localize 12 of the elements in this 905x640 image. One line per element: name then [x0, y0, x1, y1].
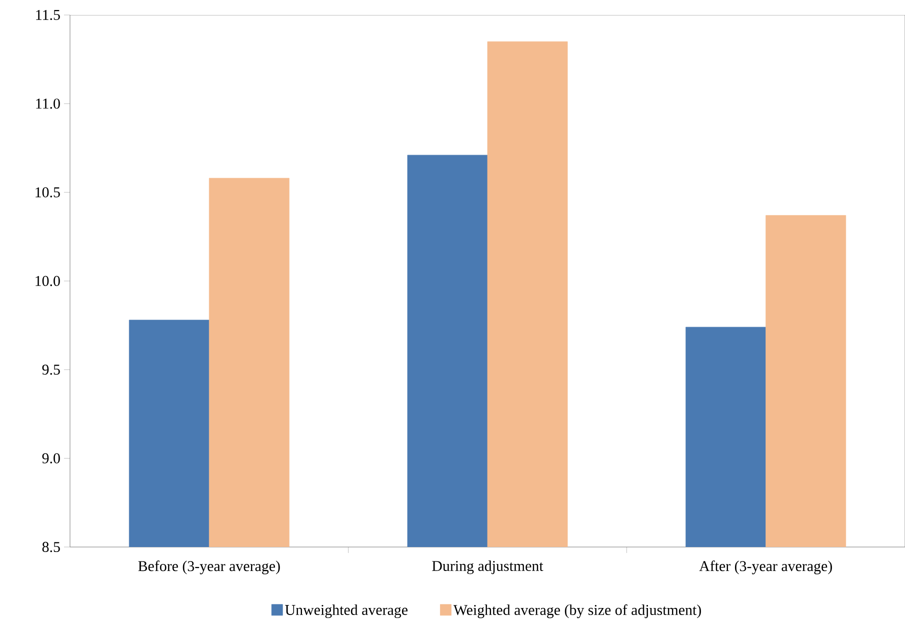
legend-label: Unweighted average [285, 604, 408, 618]
legend-label: Weighted average (by size of adjustment) [453, 604, 701, 618]
y-tick-label: 11.5 [36, 10, 60, 20]
y-tick-label: 11.0 [36, 98, 60, 109]
x-tick-label: After (3-year average) [699, 560, 832, 574]
y-tick-label: 10.5 [36, 187, 60, 198]
y-tick-label: 8.5 [42, 542, 60, 552]
y-tick-label: 10.0 [36, 276, 60, 286]
y-tick-label: 9.5 [42, 364, 60, 375]
x-tick-label: Before (3-year average) [138, 560, 280, 574]
x-tick-label: During adjustment [432, 560, 544, 574]
y-tick-label: 9.0 [42, 453, 60, 464]
